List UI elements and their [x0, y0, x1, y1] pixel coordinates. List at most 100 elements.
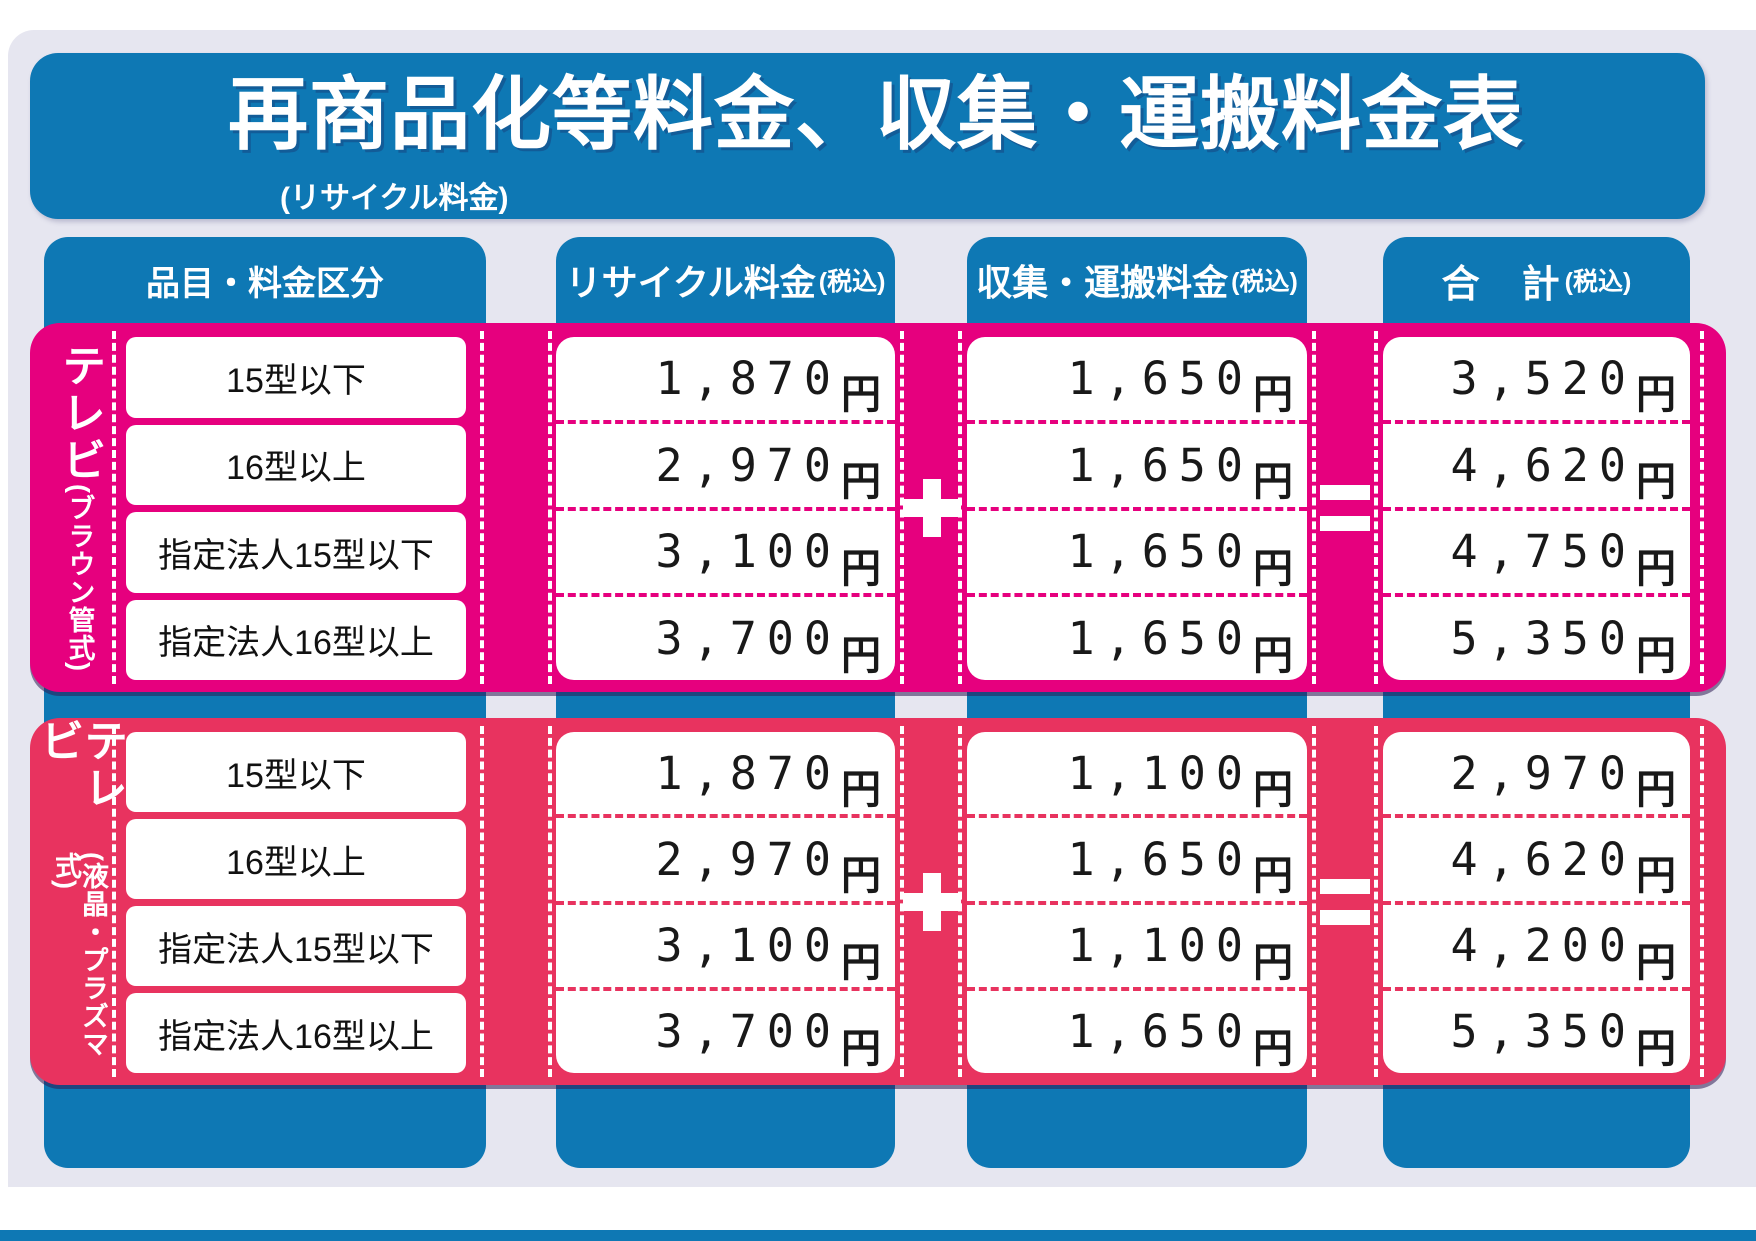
- yen-suffix: 円: [1253, 460, 1293, 505]
- column-header-total-label: 合 計: [1441, 263, 1562, 306]
- fee-cell: 4,200 円: [1383, 900, 1690, 987]
- fee-value: 2,970: [1450, 746, 1636, 800]
- dashed-divider: [548, 726, 552, 1077]
- category-cell: 16型以上: [126, 424, 466, 505]
- dashed-divider: [1312, 726, 1316, 1077]
- category-cell: 16型以上: [126, 819, 466, 899]
- column-header-total: 合 計 (税込): [1383, 237, 1690, 323]
- fee-value: 1,650: [1067, 1005, 1253, 1059]
- page-subtitle: (リサイクル料金): [280, 182, 509, 215]
- equals-icon: [1320, 484, 1370, 531]
- yen-suffix: 円: [1636, 373, 1676, 418]
- column-header-category: 品目・料金区分: [44, 237, 486, 323]
- fee-cell: 4,620 円: [1383, 419, 1690, 507]
- bottom-blue-strip: [0, 1230, 1756, 1241]
- total-fee-box: 3,520 円 4,620 円 4,750 円 5,350 円: [1383, 337, 1690, 680]
- yen-suffix: 円: [1636, 460, 1676, 505]
- fee-value: 4,200: [1450, 919, 1636, 973]
- yen-suffix: 円: [1636, 546, 1676, 591]
- group-lcd-plasma-tv: テレビ (液晶・プラズマ式) 15型以下 16型以上 指定法人15型以下 指定法人…: [30, 718, 1726, 1085]
- fee-cell: 1,650 円: [967, 986, 1307, 1073]
- yen-suffix: 円: [841, 768, 881, 813]
- yen-suffix: 円: [841, 854, 881, 899]
- fee-cell: 1,650 円: [967, 419, 1307, 507]
- fee-value: 1,870: [655, 746, 841, 800]
- group-label-main: テレビ: [33, 718, 126, 812]
- column-header-collect: 収集・運搬料金 (税込): [967, 237, 1307, 323]
- fee-cell: 1,100 円: [967, 732, 1307, 814]
- fee-value: 5,350: [1450, 612, 1636, 666]
- group-crt-tv: テレビ (ブラウン管式) 15型以下 16型以上 指定法人15型以下 指定法人16…: [30, 323, 1726, 692]
- yen-suffix: 円: [841, 633, 881, 678]
- page-title: 再商品化等料金、収集・運搬料金表: [228, 70, 1524, 159]
- yen-suffix: 円: [1253, 1026, 1293, 1071]
- fee-cell: 4,750 円: [1383, 506, 1690, 594]
- yen-suffix: 円: [1253, 546, 1293, 591]
- fee-cell: 3,100 円: [556, 900, 895, 987]
- group-lcd-plasma-tv-label: テレビ (液晶・プラズマ式): [33, 718, 126, 1085]
- fee-value: 3,100: [655, 919, 841, 973]
- fee-value: 1,650: [1067, 525, 1253, 579]
- collect-fee-box: 1,100 円 1,650 円 1,100 円 1,650 円: [967, 732, 1307, 1073]
- column-header-collect-label: 収集・運搬料金: [976, 262, 1229, 303]
- fee-value: 1,100: [1067, 746, 1253, 800]
- yen-suffix: 円: [1253, 633, 1293, 678]
- group-label-sub: (ブラウン管式): [64, 484, 95, 672]
- fee-value: 1,650: [1067, 612, 1253, 666]
- fee-value: 3,700: [655, 612, 841, 666]
- fee-value: 1,870: [655, 351, 841, 405]
- column-header-recycle: リサイクル料金 (税込): [556, 237, 895, 323]
- dashed-divider: [1700, 726, 1704, 1077]
- fee-cell: 4,620 円: [1383, 814, 1690, 900]
- yen-suffix: 円: [1636, 940, 1676, 985]
- recycle-fee-box: 1,870 円 2,970 円 3,100 円 3,700 円: [556, 337, 895, 680]
- dashed-divider: [900, 726, 904, 1077]
- dashed-divider: [1374, 331, 1378, 684]
- title-banner: 再商品化等料金、収集・運搬料金表 (リサイクル料金): [30, 53, 1705, 219]
- column-header-recycle-tax: (税込): [818, 268, 886, 296]
- fee-value: 4,620: [1450, 438, 1636, 492]
- fee-value: 1,650: [1067, 832, 1253, 886]
- fee-cell: 1,650 円: [967, 506, 1307, 594]
- yen-suffix: 円: [1253, 373, 1293, 418]
- fee-cell: 3,700 円: [556, 986, 895, 1073]
- yen-suffix: 円: [1253, 768, 1293, 813]
- category-cell: 指定法人16型以上: [126, 993, 466, 1073]
- dashed-divider: [480, 331, 484, 684]
- fee-value: 1,650: [1067, 351, 1253, 405]
- fee-cell: 2,970 円: [1383, 732, 1690, 814]
- category-cell: 指定法人15型以下: [126, 512, 466, 593]
- yen-suffix: 円: [1253, 854, 1293, 899]
- dashed-divider: [480, 726, 484, 1077]
- yen-suffix: 円: [1636, 1026, 1676, 1071]
- fee-value: 3,700: [655, 1005, 841, 1059]
- column-header-category-label: 品目・料金区分: [146, 264, 384, 303]
- category-cell: 15型以下: [126, 337, 466, 418]
- dashed-divider: [548, 331, 552, 684]
- fee-cell: 1,650 円: [967, 593, 1307, 680]
- fee-cell: 1,870 円: [556, 337, 895, 420]
- fee-cell: 5,350 円: [1383, 593, 1690, 680]
- fee-value: 3,520: [1450, 351, 1636, 405]
- dashed-divider: [1700, 331, 1704, 684]
- fee-cell: 1,650 円: [967, 337, 1307, 420]
- fee-cell: 1,650 円: [967, 814, 1307, 900]
- fee-value: 1,650: [1067, 438, 1253, 492]
- group-label-main: テレビ: [55, 343, 104, 484]
- equals-icon: [1320, 878, 1370, 925]
- recycle-fee-box: 1,870 円 2,970 円 3,100 円 3,700 円: [556, 732, 895, 1073]
- yen-suffix: 円: [841, 1026, 881, 1071]
- fee-cell: 2,970 円: [556, 419, 895, 507]
- plus-icon: [903, 872, 961, 931]
- category-cell: 指定法人16型以上: [126, 599, 466, 680]
- fee-cell: 2,970 円: [556, 814, 895, 900]
- collect-fee-box: 1,650 円 1,650 円 1,650 円 1,650 円: [967, 337, 1307, 680]
- fee-cell: 5,350 円: [1383, 986, 1690, 1073]
- yen-suffix: 円: [1253, 940, 1293, 985]
- category-column: 15型以下 16型以上 指定法人15型以下 指定法人16型以上: [126, 732, 466, 1073]
- fee-value: 4,750: [1450, 525, 1636, 579]
- yen-suffix: 円: [1636, 854, 1676, 899]
- fee-value: 2,970: [655, 832, 841, 886]
- dashed-divider: [1374, 726, 1378, 1077]
- yen-suffix: 円: [841, 373, 881, 418]
